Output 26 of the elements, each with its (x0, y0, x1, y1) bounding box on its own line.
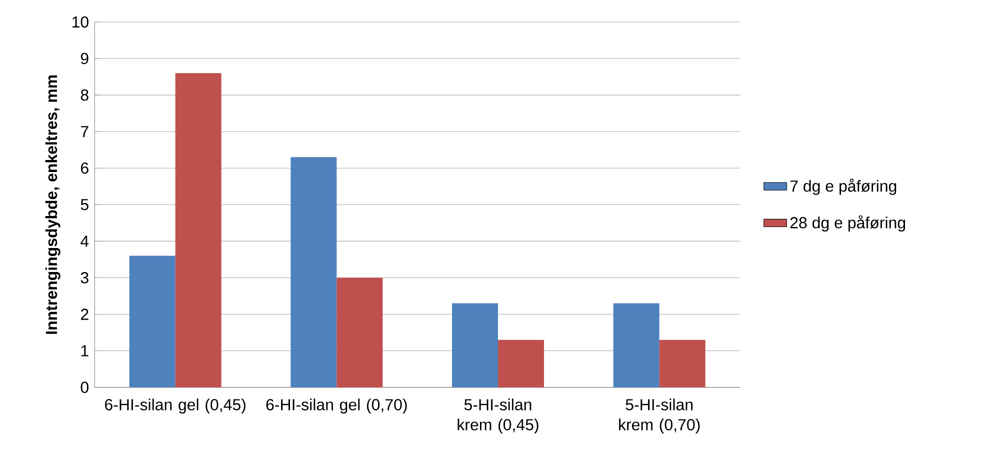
y-tick-label: 10 (72, 16, 88, 28)
y-tick-label: 1 (81, 345, 88, 356)
bar (659, 340, 706, 388)
legend-label: 7 dg e påføring (790, 178, 896, 195)
y-tick-label: 0 (80, 382, 88, 393)
bar (129, 256, 176, 388)
x-tick-label: 6-HI-silan gel (0,45) (105, 398, 246, 414)
x-tick-label: 5-HI-silan krem (0,45) (458, 398, 538, 434)
bar (498, 340, 544, 388)
y-axis-title: Inntrengingsdybde, enkeltres, mm (45, 75, 60, 334)
y-tick-label: 6 (80, 162, 88, 174)
bar (290, 157, 337, 388)
x-tick-label: 6-HI-silan gel (0,70) (266, 398, 407, 414)
bar (613, 303, 660, 388)
y-tick-label: 4 (80, 236, 89, 247)
y-tick-label: 9 (80, 52, 88, 64)
y-tick-label: 3 (80, 272, 88, 284)
bar (336, 278, 383, 388)
y-tick-label: 2 (80, 308, 88, 320)
x-tick-label: 5-HI-silan krem (0,70) (619, 398, 700, 434)
y-tick-label: 5 (80, 199, 88, 210)
y-tick-label: 7 (80, 126, 88, 138)
y-tick-label: 8 (80, 89, 88, 101)
bar (452, 303, 498, 388)
legend-label: 28 dg e påføring (790, 215, 906, 232)
bar (175, 73, 222, 388)
